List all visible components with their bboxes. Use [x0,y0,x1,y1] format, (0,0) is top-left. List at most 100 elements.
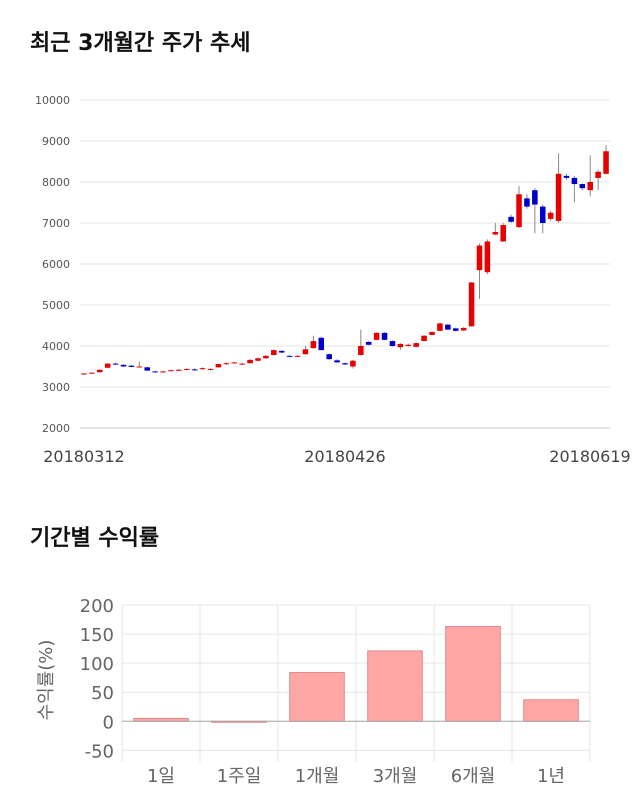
x-tick-label: 20180619 [549,447,630,466]
candle-body [128,365,135,367]
candle-body [120,364,127,367]
y-tick-label: 150 [80,625,114,646]
y-tick-label: 2000 [42,422,70,435]
candle-body [255,358,261,361]
candle-body [334,360,340,363]
candle-body [81,373,87,375]
candle-body [358,346,364,356]
candle-body [460,327,467,331]
x-tick-label: 1일 [147,766,175,787]
candle-body [539,206,546,223]
candle-body [318,337,325,351]
candle-body [381,332,388,340]
candle-body [97,369,103,373]
y-tick-label: 200 [80,596,114,617]
candle-body [468,282,475,327]
candle-body [579,184,586,189]
candle-body [89,372,95,374]
candle-body [532,190,538,205]
candle-body [365,341,372,345]
candle-body [413,343,419,347]
y-tick-label: 100 [80,654,114,675]
y-tick-label: 9000 [42,135,70,148]
candle-body [492,232,499,235]
candle-body [421,335,427,342]
candle-body [199,368,206,370]
candle-body [160,371,166,373]
candle-body [500,225,506,242]
candle-body [587,182,593,191]
candle-body [326,354,332,360]
candle-body [397,343,404,348]
bar [289,671,345,722]
candle-body [247,359,253,364]
candle-body [112,363,119,365]
candle-body [278,350,285,353]
y-tick-label: 8000 [42,176,70,189]
candle-body [516,194,522,228]
candle-body [547,212,554,219]
bar [367,650,423,722]
candle-body [603,151,609,174]
candle-body [271,350,277,356]
candle-body [389,341,396,346]
y-tick-label: -50 [85,741,114,762]
candle-body [207,368,214,370]
candle-body [342,363,348,365]
candle-body [373,332,380,340]
y-tick-label: 4000 [42,340,70,353]
candle-body [437,323,443,331]
candle-body [429,332,435,335]
x-tick-label: 20180312 [43,447,124,466]
candle-body [508,216,514,222]
y-tick-label: 7000 [42,217,70,230]
candle-body [176,369,182,371]
y-axis-label: 수익률(%) [36,640,57,721]
candle-body [571,177,578,185]
candle-body [294,355,301,357]
candle-body [563,175,570,178]
candle-body [136,366,143,368]
candle-body [405,344,412,346]
candle-body [445,324,451,330]
candle-body [215,364,222,368]
x-tick-label: 20180426 [304,447,385,466]
y-tick-label: 5000 [42,299,70,312]
candle-body [595,171,601,178]
y-tick-label: 50 [91,683,114,704]
candle-body [555,173,562,221]
candle-body [104,363,111,368]
candle-body [239,363,245,365]
chart-title: 최근 3개월간 주가 추세 [30,31,250,56]
candle-body [223,363,230,365]
y-tick-label: 10000 [35,94,70,107]
candle-body [484,241,491,273]
candle-body [310,341,317,349]
candle-body [302,349,309,355]
candle-body [152,371,158,373]
bar [523,699,579,722]
candle-body [231,362,238,364]
x-tick-label: 1개월 [295,766,340,787]
candle-body [452,328,459,331]
candle-body [476,245,483,271]
x-tick-label: 1년 [537,766,565,787]
x-tick-label: 6개월 [451,766,496,787]
y-tick-label: 6000 [42,258,70,271]
y-tick-label: 3000 [42,381,70,394]
candle-body [144,367,151,371]
candle-body [350,360,356,367]
bar [445,626,501,722]
y-tick-label: 0 [103,712,114,733]
candle-body [168,370,174,372]
candle-body [524,198,530,207]
candle-body [191,369,198,371]
candle-body [184,368,190,370]
x-tick-label: 3개월 [373,766,418,787]
x-tick-label: 1주일 [217,766,262,787]
candle-body [263,355,269,359]
chart-title: 기간별 수익률 [30,526,159,551]
candle-body [286,355,293,357]
